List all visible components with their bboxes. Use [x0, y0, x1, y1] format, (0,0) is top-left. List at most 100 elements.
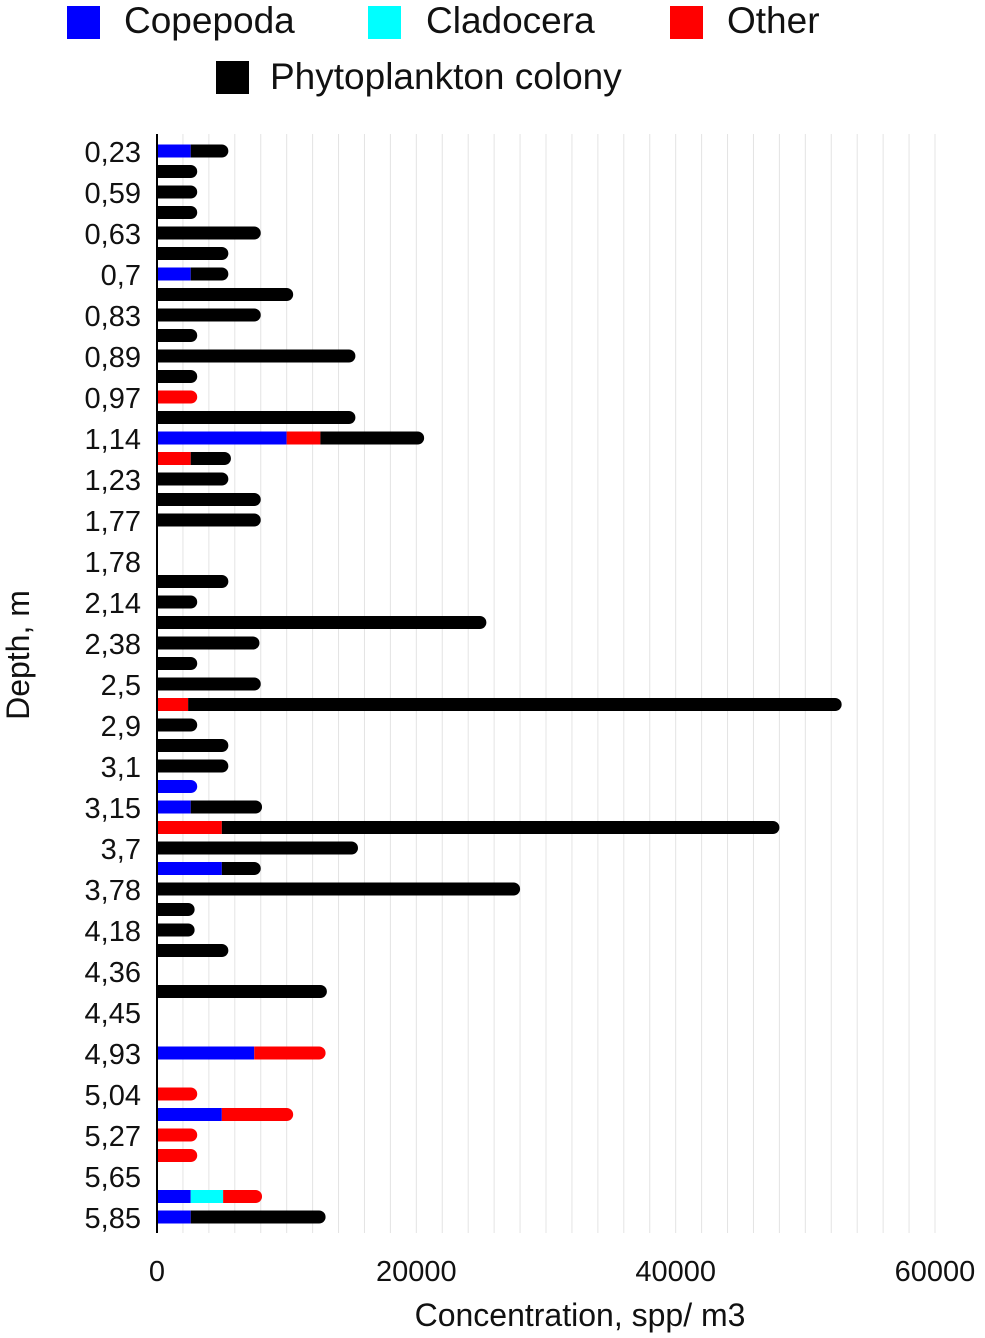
bar-segment — [221, 862, 255, 875]
bar-end-cap — [766, 821, 780, 834]
bar-segment — [286, 431, 321, 445]
bar-segment — [157, 923, 189, 937]
bar-end-cap — [184, 329, 198, 342]
bar-segment — [157, 821, 222, 834]
bar-segment — [190, 267, 222, 281]
y-tick-label: 0,83 — [85, 301, 141, 333]
bar-end-cap — [247, 493, 261, 506]
bar-segment — [157, 862, 222, 875]
bar-end-cap — [184, 165, 198, 178]
bar-segment — [157, 657, 191, 670]
y-tick-label: 0,7 — [101, 260, 141, 292]
bar-end-cap — [184, 657, 198, 670]
bar-end-cap — [184, 595, 198, 609]
bar-segment — [157, 288, 287, 301]
bar-end-cap — [280, 288, 294, 301]
y-tick-label: 0,59 — [85, 178, 141, 210]
bar-end-cap — [342, 411, 356, 424]
bar-end-cap — [215, 759, 229, 773]
bar-segment — [157, 247, 222, 260]
y-tick-label: 0,63 — [85, 219, 141, 251]
bar-segment — [157, 677, 255, 691]
bar-end-cap — [411, 431, 425, 445]
legend-label: Cladocera — [426, 0, 595, 41]
bar-segment — [157, 595, 191, 609]
legend-swatch — [670, 6, 703, 39]
bar-end-cap — [249, 800, 263, 814]
y-tick-label: 4,93 — [85, 1039, 141, 1071]
y-tick-label: 2,38 — [85, 629, 141, 661]
y-tick-label: 2,5 — [101, 670, 141, 702]
bar-segment — [157, 903, 189, 916]
bar-segment — [157, 226, 255, 240]
grid-lines — [182, 134, 936, 1233]
y-tick-label: 0,23 — [85, 137, 141, 169]
y-tick-label: 4,18 — [85, 916, 141, 948]
bar-end-cap — [828, 698, 842, 711]
bar-end-cap — [184, 718, 198, 732]
bar-end-cap — [215, 247, 229, 260]
bar-segment — [188, 698, 836, 711]
bar-segment — [157, 493, 255, 506]
bar-end-cap — [247, 513, 261, 527]
y-tick-label: 4,36 — [85, 957, 141, 989]
bar-segment — [190, 144, 222, 158]
y-tick-label: 2,9 — [101, 711, 141, 743]
y-tick-label: 3,7 — [101, 834, 141, 866]
bar-end-cap — [345, 841, 358, 855]
bar-segment — [157, 1149, 191, 1162]
x-axis-label: Concentration, spp/ m3 — [415, 1297, 746, 1333]
bar-segment — [157, 1046, 255, 1060]
bar-end-cap — [249, 1190, 263, 1203]
bar-end-cap — [312, 1046, 326, 1060]
bar-segment — [157, 1108, 222, 1121]
bar-end-cap — [247, 308, 261, 322]
bar-segment — [157, 165, 191, 178]
bar-end-cap — [507, 882, 521, 896]
bar-segment — [320, 431, 418, 445]
bar-segment — [157, 370, 191, 383]
bar-segment — [157, 452, 191, 465]
bar-end-cap — [184, 1128, 198, 1142]
bar-segment — [157, 1190, 191, 1203]
bar-segment — [190, 1210, 320, 1224]
bar-segment — [221, 1108, 287, 1121]
y-tick-label: 1,14 — [85, 424, 141, 456]
x-tick-label: 40000 — [635, 1256, 716, 1288]
bar-segment — [157, 739, 222, 752]
bar-end-cap — [215, 739, 229, 752]
legend-label: Phytoplankton colony — [270, 56, 622, 97]
bar-segment — [221, 821, 773, 834]
bar-end-cap — [184, 1149, 198, 1162]
bar-segment — [254, 1046, 320, 1060]
bars — [157, 144, 842, 1224]
bar-segment — [190, 1190, 224, 1203]
bar-end-cap — [215, 144, 229, 158]
bar-segment — [157, 616, 480, 629]
legend-swatch — [67, 6, 100, 39]
bar-segment — [157, 636, 253, 650]
bar-segment — [157, 575, 222, 588]
bar-end-cap — [313, 985, 327, 998]
legend-label: Other — [727, 0, 820, 41]
bar-segment — [223, 1190, 256, 1203]
x-tick-label: 0 — [149, 1256, 165, 1288]
bar-segment — [157, 1128, 191, 1142]
bar-end-cap — [184, 370, 198, 383]
bar-end-cap — [184, 1087, 198, 1101]
y-tick-labels: 0,23 0,59 0,63 0,7 0,83 0,89 0,97 1,14 1,23 1,77 1… — [85, 137, 141, 1235]
y-axis-label: Depth, m — [0, 590, 36, 720]
y-tick-label: 5,27 — [85, 1121, 141, 1153]
bar-segment — [190, 800, 256, 814]
bar-segment — [157, 841, 352, 855]
bar-end-cap — [215, 267, 229, 281]
bar-segment — [157, 267, 191, 281]
bar-end-cap — [247, 677, 261, 691]
bar-segment — [157, 144, 191, 158]
y-tick-label: 5,85 — [85, 1203, 141, 1235]
bar-segment — [157, 944, 222, 957]
bar-end-cap — [342, 349, 356, 363]
bar-segment — [157, 718, 191, 732]
bar-segment — [157, 882, 514, 896]
